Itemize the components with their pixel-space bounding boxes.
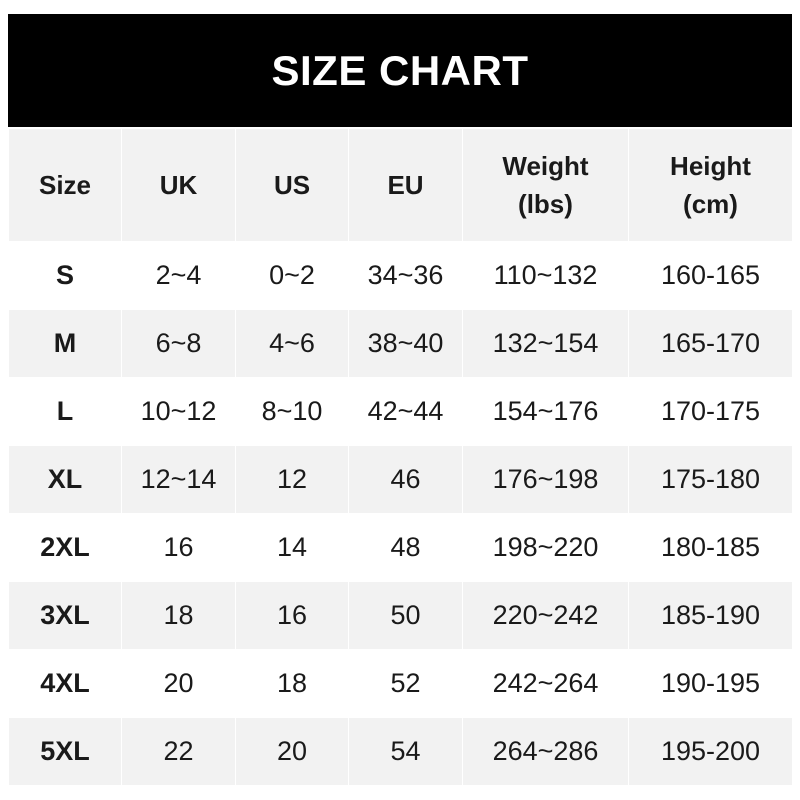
cell-uk: 22 [121, 717, 236, 786]
cell-us: 4~6 [235, 309, 349, 378]
column-header-label: UK [159, 170, 198, 200]
cell-size: 3XL [8, 581, 122, 650]
column-header-unit: (lbs) [518, 189, 573, 219]
cell-weight: 198~220 [462, 513, 629, 582]
cell-uk: 6~8 [121, 309, 236, 378]
cell-uk: 18 [121, 581, 236, 650]
cell-size: 4XL [8, 649, 122, 718]
cell-height: 175-180 [628, 445, 793, 514]
cell-eu: 52 [348, 649, 463, 718]
column-header-unit: (cm) [683, 189, 738, 219]
cell-weight: 264~286 [462, 717, 629, 786]
cell-uk: 10~12 [121, 377, 236, 446]
column-header-size: Size [8, 128, 122, 242]
column-header-weight: Weight (lbs) [462, 128, 629, 242]
size-chart-title-bar: SIZE CHART [8, 14, 792, 127]
cell-height: 170-175 [628, 377, 793, 446]
cell-size: XL [8, 445, 122, 514]
column-header-label: EU [387, 170, 424, 200]
table-row: 5XL 22 20 54 264~286 195-200 [8, 717, 793, 786]
table-row: 2XL 16 14 48 198~220 180-185 [8, 513, 793, 582]
cell-eu: 46 [348, 445, 463, 514]
cell-uk: 20 [121, 649, 236, 718]
column-header-label: Size [38, 170, 92, 200]
size-chart-table: Size UK US EU Weight (lbs) Height (cm) S 2~4 0~2 3… [8, 128, 793, 786]
column-header-uk: UK [121, 128, 236, 242]
cell-height: 160-165 [628, 241, 793, 310]
table-row: 3XL 18 16 50 220~242 185-190 [8, 581, 793, 650]
cell-us: 16 [235, 581, 349, 650]
table-row: M 6~8 4~6 38~40 132~154 165-170 [8, 309, 793, 378]
cell-eu: 34~36 [348, 241, 463, 310]
cell-us: 0~2 [235, 241, 349, 310]
cell-size: S [8, 241, 122, 310]
cell-uk: 12~14 [121, 445, 236, 514]
cell-weight: 154~176 [462, 377, 629, 446]
cell-eu: 54 [348, 717, 463, 786]
cell-size: 2XL [8, 513, 122, 582]
cell-weight: 132~154 [462, 309, 629, 378]
cell-uk: 2~4 [121, 241, 236, 310]
cell-height: 190-195 [628, 649, 793, 718]
cell-size: L [8, 377, 122, 446]
cell-weight: 220~242 [462, 581, 629, 650]
cell-height: 165-170 [628, 309, 793, 378]
cell-us: 20 [235, 717, 349, 786]
table-row: S 2~4 0~2 34~36 110~132 160-165 [8, 241, 793, 310]
cell-us: 18 [235, 649, 349, 718]
cell-weight: 242~264 [462, 649, 629, 718]
cell-eu: 42~44 [348, 377, 463, 446]
cell-height: 185-190 [628, 581, 793, 650]
page-title: SIZE CHART [271, 46, 529, 94]
column-header-label: US [273, 170, 311, 200]
cell-height: 180-185 [628, 513, 793, 582]
cell-us: 12 [235, 445, 349, 514]
table-row: XL 12~14 12 46 176~198 175-180 [8, 445, 793, 514]
column-header-label: Weight [502, 151, 589, 181]
header-row: Size UK US EU Weight (lbs) Height (cm) [8, 128, 793, 242]
cell-eu: 48 [348, 513, 463, 582]
cell-size: 5XL [8, 717, 122, 786]
table-row: L 10~12 8~10 42~44 154~176 170-175 [8, 377, 793, 446]
column-header-eu: EU [348, 128, 463, 242]
column-header-us: US [235, 128, 349, 242]
table-row: 4XL 20 18 52 242~264 190-195 [8, 649, 793, 718]
cell-eu: 38~40 [348, 309, 463, 378]
cell-us: 8~10 [235, 377, 349, 446]
cell-uk: 16 [121, 513, 236, 582]
cell-weight: 110~132 [462, 241, 629, 310]
cell-eu: 50 [348, 581, 463, 650]
cell-height: 195-200 [628, 717, 793, 786]
cell-size: M [8, 309, 122, 378]
column-header-label: Height [670, 151, 751, 181]
cell-weight: 176~198 [462, 445, 629, 514]
cell-us: 14 [235, 513, 349, 582]
column-header-height: Height (cm) [628, 128, 793, 242]
